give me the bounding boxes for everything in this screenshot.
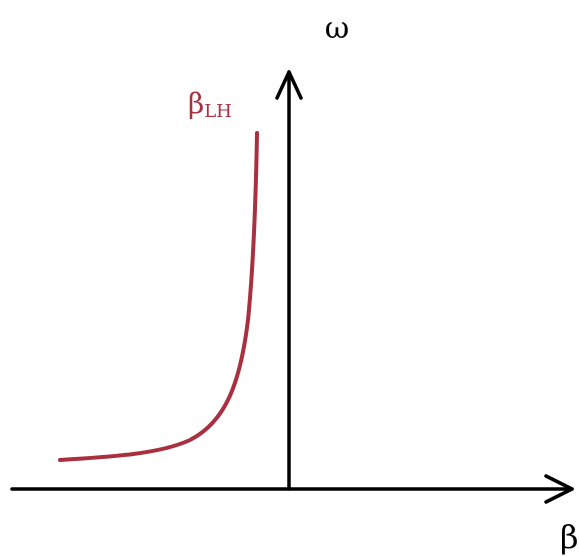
y-axis-label: ω <box>325 11 349 46</box>
dispersion-curve <box>58 131 259 462</box>
curve-label-subscript: LH <box>204 101 232 122</box>
y-axis-arrow <box>275 70 303 100</box>
curve-label: βLH <box>188 87 232 122</box>
curve-label-symbol: β <box>188 87 204 120</box>
x-axis-arrow <box>544 474 574 504</box>
x-axis-label: β <box>560 518 579 556</box>
